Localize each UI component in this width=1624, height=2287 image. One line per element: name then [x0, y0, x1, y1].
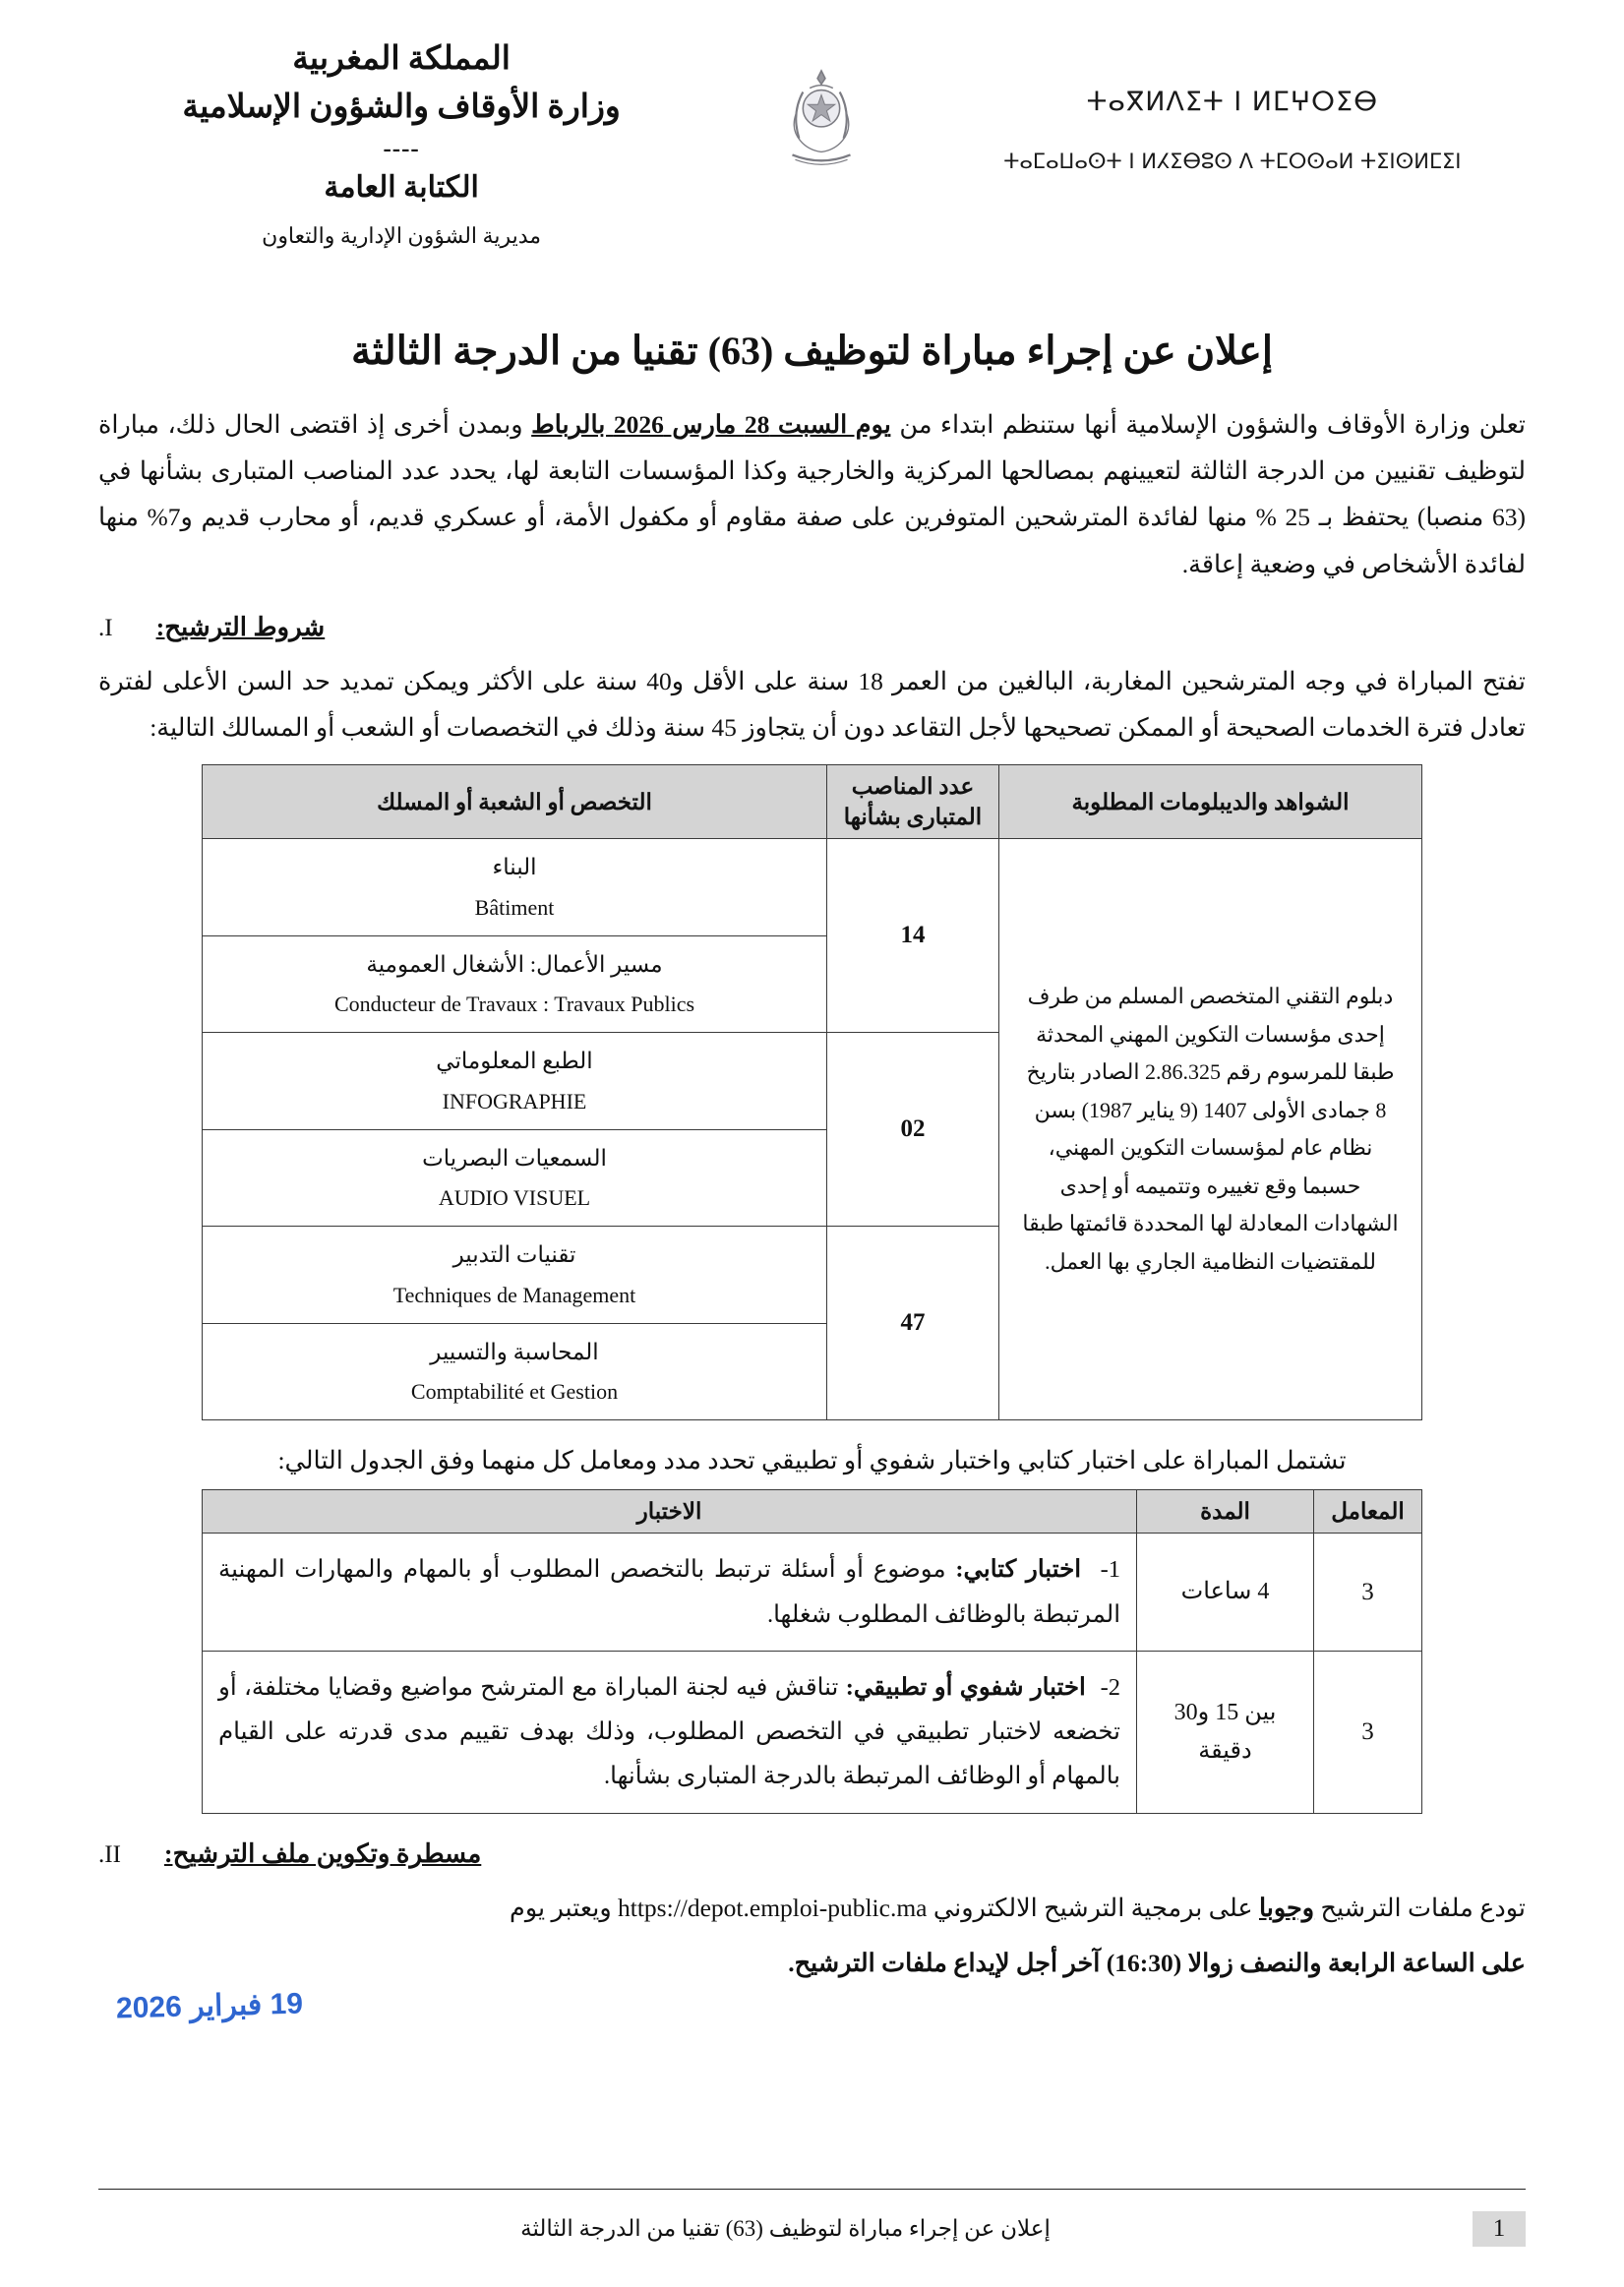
deadline-paragraph: على الساعة الرابعة والنصف زوالا (16:30) … [788, 1949, 1526, 1978]
procedure-paragraph: تودع ملفات الترشيح وجوبا على برمجية التر… [98, 1885, 1526, 1932]
specialty-cell: المحاسبة والتسيير Comptabilité et Gestio… [202, 1322, 827, 1421]
diploma-cell: دبلوم التقني المتخصص المسلم من طرف إحدى … [998, 838, 1422, 1421]
header-separator: ---- [383, 136, 420, 163]
section-heading-conditions: I. شروط الترشيح: [98, 613, 1526, 642]
document-header: المملكة المغربية وزارة الأوقاف والشؤون ا… [98, 0, 1526, 251]
morocco-coat-of-arms-icon [792, 69, 852, 165]
specialty-cell: السمعيات البصريات AUDIO VISUEL [202, 1128, 827, 1228]
exams-intro: تشتمل المباراة على اختبار كتابي واختبار … [277, 1446, 1347, 1475]
table-header-row: المعامل المدة الاختبار [202, 1489, 1422, 1535]
exam-coefficient: 3 [1313, 1650, 1422, 1814]
specialty-ar: تقنيات التدبير [452, 1242, 576, 1268]
table-row: 3 4 ساعات 1- اختبار كتابي: موضوع أو أسئل… [202, 1533, 1422, 1652]
specialty-ar: البناء [492, 855, 537, 880]
table-row: المحاسبة والتسيير Comptabilité et Gestio… [202, 1322, 1422, 1421]
exam-title: اختبار كتابي: [955, 1556, 1082, 1584]
page-footer: إعلان عن إجراء مباراة لتوظيف (63) تقنيا … [98, 2211, 1526, 2247]
specialty-cell: الطبع المعلوماتي INFOGRAPHIE [202, 1032, 827, 1130]
table-row: مسير الأعمال: الأشغال العمومية Conducteu… [202, 934, 1422, 1034]
exam-index: 1- [1100, 1556, 1120, 1584]
specialty-fr: AUDIO VISUEL [438, 1185, 591, 1211]
section2-number: II. [98, 1840, 121, 1868]
secretariat-name: الكتابة العامة [324, 170, 479, 204]
col-header-positions-line1: عدد المناصب [851, 774, 975, 800]
application-url[interactable]: https://depot.emploi-public.ma [618, 1893, 928, 1922]
conditions-paragraph: تفتح المباراة في وجه المترشحين المغاربة،… [98, 666, 1526, 742]
table-row: السمعيات البصريات AUDIO VISUEL [202, 1128, 1422, 1228]
procedure-text-c: على برمجية الترشيح الالكتروني [927, 1893, 1259, 1922]
specialty-ar: مسير الأعمال: الأشغال العمومية [366, 951, 663, 977]
table-header-row: الشواهد والديبلومات المطلوبة عدد المناصب… [202, 764, 1422, 840]
exam-text: موضوع أو أسئلة ترتبط بالتخصص المطلوب أو … [218, 1556, 1120, 1628]
table-row: 47 تقنيات التدبير Techniques de Manageme… [202, 1226, 1422, 1421]
exam-text: تناقش فيه لجنة المباراة مع المترشح مواضي… [218, 1673, 1120, 1790]
specialty-cell: البناء Bâtiment [202, 838, 827, 936]
header-arabic-block: المملكة المغربية وزارة الأوقاف والشؤون ا… [98, 37, 704, 251]
ministry-name: وزارة الأوقاف والشؤون الإسلامية [182, 89, 621, 125]
exam-index: 2- [1100, 1673, 1121, 1701]
directorate-name: مديرية الشؤون الإدارية والتعاون [262, 223, 542, 249]
exams-table: المعامل المدة الاختبار 3 4 ساعات 1- اختب… [202, 1489, 1422, 1814]
emblem-container [704, 37, 939, 179]
col-header-test: الاختبار [202, 1489, 1137, 1535]
procedure-text-a: تودع ملفات الترشيح [1314, 1893, 1526, 1922]
specialties-table: الشواهد والديبلومات المطلوبة عدد المناصب… [202, 764, 1422, 1421]
positions-cell-2: 47 [826, 1226, 999, 1421]
table-row: دبلوم التقني المتخصص المسلم من طرف إحدى … [202, 838, 1422, 1421]
intro-part2: وبمدن أخرى إذ اقتضى الحال ذلك، مباراة لت… [98, 410, 1526, 578]
col-header-positions: عدد المناصب المتبارى بشأنها [826, 764, 999, 840]
positions-cell-0: 14 [826, 838, 999, 1034]
specialty-fr: Techniques de Management [392, 1282, 636, 1307]
intro-part1: تعلن وزارة الأوقاف والشؤون الإسلامية أنه… [890, 410, 1526, 440]
positions-cell-1: 02 [826, 1032, 999, 1228]
page-number: 1 [1473, 2211, 1526, 2247]
exam-description: 1- اختبار كتابي: موضوع أو أسئلة ترتبط با… [202, 1533, 1137, 1652]
intro-paragraph: تعلن وزارة الأوقاف والشؤون الإسلامية أنه… [98, 401, 1526, 587]
col-header-specialty: التخصص أو الشعبة أو المسلك [202, 764, 827, 840]
section1-number: I. [98, 614, 113, 641]
specialty-ar: الطبع المعلوماتي [436, 1049, 593, 1074]
exam-description: 2- اختبار شفوي أو تطبيقي: تناقش فيه لجنة… [202, 1650, 1137, 1814]
section2-label: مسطرة وتكوين ملف الترشيح: [163, 1838, 482, 1868]
col-header-positions-line2: المتبارى بشأنها [843, 805, 983, 830]
col-header-duration: المدة [1136, 1489, 1314, 1535]
section1-label: شروط الترشيح: [155, 612, 326, 641]
col-header-coefficient: المعامل [1313, 1489, 1422, 1535]
specialty-fr: Bâtiment [474, 894, 555, 920]
date-stamp: 19 فبراير 2026 [115, 1987, 304, 2025]
kingdom-name: المملكة المغربية [292, 41, 511, 77]
specialty-ar: المحاسبة والتسيير [430, 1339, 599, 1364]
competition-date: يوم السبت 28 مارس 2026 بالرباط [531, 410, 891, 440]
specialty-cell: تقنيات التدبير Techniques de Management [202, 1226, 827, 1324]
specialty-fr: Conducteur de Travaux : Travaux Publics [333, 992, 695, 1017]
exam-coefficient: 3 [1313, 1533, 1422, 1652]
exam-title: اختبار شفوي أو تطبيقي: [845, 1673, 1086, 1701]
specialty-fr: Comptabilité et Gestion [410, 1379, 619, 1405]
footer-text: إعلان عن إجراء مباراة لتوظيف (63) تقنيا … [520, 2216, 1051, 2241]
page-title: إعلان عن إجراء مباراة لتوظيف (63) تقنيا … [351, 329, 1273, 374]
exam-duration: بين 15 و30 دقيقة [1136, 1650, 1314, 1814]
section-heading-procedure: II. مسطرة وتكوين ملف الترشيح: [98, 1839, 1526, 1869]
tifinagh-ministry: ⵜⴰⵎⴰⵡⴰⵙⵜ ⵏ ⵍⵃⵉⴱⵓⵙ ⴷ ⵜⵎⵔⵙⴰⵍ ⵜⵉⵏⵙⵍⵎⵉⵏ [1003, 150, 1462, 174]
exam-duration: 4 ساعات [1136, 1533, 1314, 1652]
tifinagh-kingdom: ⵜⴰⴳⵍⴷⵉⵜ ⵏ ⵍⵎⵖⵔⵉⴱ [1086, 87, 1379, 117]
specialty-ar: السمعيات البصريات [422, 1145, 607, 1171]
header-tifinagh-block: ⵜⴰⴳⵍⴷⵉⵜ ⵏ ⵍⵎⵖⵔⵉⴱ ⵜⴰⵎⴰⵡⴰⵙⵜ ⵏ ⵍⵃⵉⴱⵓⵙ ⴷ ⵜⵎⵔ… [939, 37, 1526, 182]
specialty-fr: INFOGRAPHIE [442, 1088, 587, 1113]
footer-divider [98, 2189, 1526, 2190]
col-header-diploma: الشواهد والديبلومات المطلوبة [998, 764, 1422, 840]
table-row: 3 بين 15 و30 دقيقة 2- اختبار شفوي أو تطب… [202, 1650, 1422, 1814]
specialty-cell: مسير الأعمال: الأشغال العمومية Conducteu… [202, 934, 827, 1034]
table-row: 02 الطبع المعلوماتي INFOGRAPHIE [202, 1032, 1422, 1228]
procedure-mandatory: وجوبا [1258, 1893, 1315, 1922]
procedure-text-d: ويعتبر يوم [510, 1893, 619, 1922]
